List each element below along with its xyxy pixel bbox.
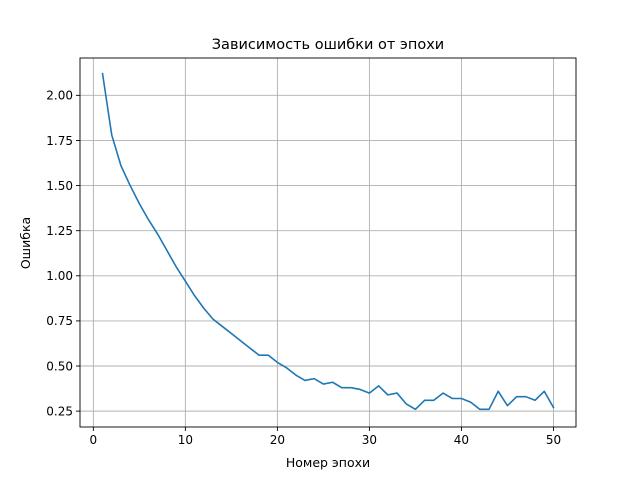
y-tick-label: 2.00	[46, 89, 73, 103]
x-tick-label: 40	[454, 433, 469, 447]
y-tick-label: 1.00	[46, 269, 73, 283]
y-tick-label: 1.25	[46, 224, 73, 238]
chart-title: Зависимость ошибки от эпохи	[212, 37, 444, 53]
x-tick-label: 20	[270, 433, 285, 447]
axis-ticks: 0 10 20 30 40 50 0.25 0.50 0.75 1.00 1.25 1.50 1.75 2…	[46, 89, 561, 447]
y-tick-label: 0.75	[46, 314, 73, 328]
loss-series-line	[101, 72, 555, 411]
y-tick-label: 0.50	[46, 359, 73, 373]
x-axis-label: Номер эпохи	[286, 455, 370, 470]
y-tick-label: 0.25	[46, 404, 73, 418]
y-axis-label: Ошибка	[18, 217, 33, 269]
grid-lines	[80, 58, 576, 427]
y-tick-label: 1.75	[46, 134, 73, 148]
x-tick-label: 30	[362, 433, 377, 447]
x-tick-label: 10	[178, 433, 193, 447]
x-tick-label: 50	[546, 433, 561, 447]
y-tick-label: 1.50	[46, 179, 73, 193]
series-layer	[101, 72, 555, 411]
x-tick-label: 0	[90, 433, 98, 447]
plot-frame	[79, 57, 577, 428]
